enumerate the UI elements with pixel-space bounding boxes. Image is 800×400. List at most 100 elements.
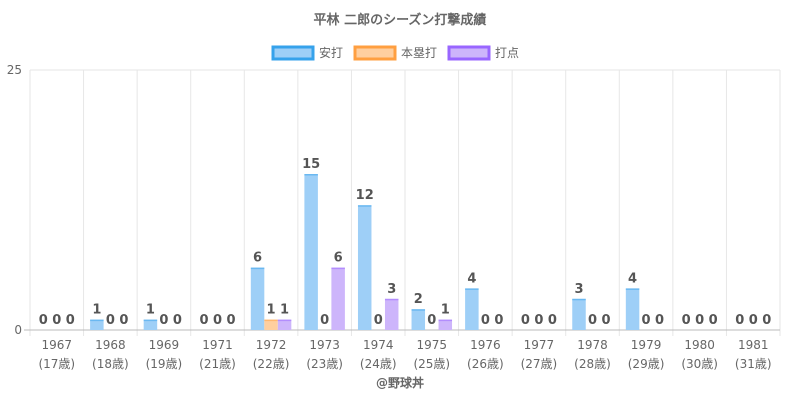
- bar[interactable]: [277, 319, 292, 330]
- bar[interactable]: [90, 319, 104, 330]
- x-tick-label: 1973: [309, 338, 340, 352]
- x-tick-sublabel: (22歳): [253, 357, 290, 371]
- data-label: 0: [749, 313, 758, 328]
- x-tick-sublabel: (23歳): [306, 357, 343, 371]
- data-label: 0: [52, 313, 61, 328]
- data-label: 1: [146, 303, 155, 318]
- bar[interactable]: [331, 267, 345, 330]
- data-label: 3: [387, 282, 396, 297]
- bar-top-edge: [357, 205, 372, 207]
- x-tick-label: 1971: [202, 338, 233, 352]
- data-label: 0: [481, 313, 490, 328]
- legend-label: 安打: [319, 45, 343, 60]
- x-tick-label: 1967: [42, 338, 73, 352]
- data-label: 6: [334, 251, 343, 266]
- data-label: 0: [695, 313, 704, 328]
- data-label: 0: [106, 313, 115, 328]
- bar-top-edge: [304, 174, 318, 176]
- x-tick-label: 1972: [256, 338, 287, 352]
- bar[interactable]: [465, 288, 479, 330]
- bar-top-edge: [438, 319, 453, 322]
- data-label: 0: [601, 313, 610, 328]
- data-label: 0: [226, 313, 235, 328]
- bar-top-edge: [143, 319, 158, 322]
- data-label: 0: [494, 313, 503, 328]
- x-tick-sublabel: (25歳): [413, 357, 450, 371]
- data-label: 0: [427, 313, 436, 328]
- x-tick-sublabel: (30歳): [681, 357, 718, 371]
- data-label: 0: [655, 313, 664, 328]
- x-tick-sublabel: (17歳): [38, 357, 75, 371]
- legend[interactable]: 安打 本塁打 打点: [271, 45, 519, 61]
- x-tick-label: 1981: [738, 338, 769, 352]
- data-label: 0: [735, 313, 744, 328]
- x-tick-sublabel: (24歳): [360, 357, 397, 371]
- y-tick-label: 25: [7, 63, 22, 77]
- x-tick-label: 1979: [631, 338, 662, 352]
- grid: [24, 69, 781, 336]
- bar-top-edge: [331, 267, 345, 270]
- data-label: 1: [267, 303, 276, 318]
- credit-label: @野球丼: [376, 375, 424, 390]
- bar[interactable]: [357, 205, 372, 330]
- bar-top-edge: [384, 298, 399, 301]
- data-label: 0: [199, 313, 208, 328]
- x-tick-sublabel: (31歳): [735, 357, 772, 371]
- x-tick-label: 1977: [524, 338, 555, 352]
- data-label: 0: [39, 313, 48, 328]
- bar[interactable]: [384, 298, 399, 330]
- data-label: 0: [642, 313, 651, 328]
- data-label: 0: [682, 313, 691, 328]
- data-label: 2: [414, 292, 423, 307]
- bar[interactable]: [304, 174, 318, 330]
- bar[interactable]: [411, 309, 426, 330]
- data-label: 0: [66, 313, 75, 328]
- data-label: 1: [441, 303, 450, 318]
- bar-top-edge: [465, 288, 479, 290]
- x-tick-sublabel: (28歳): [574, 357, 611, 371]
- legend-item[interactable]: 安打: [271, 45, 343, 61]
- data-label: 0: [173, 313, 182, 328]
- data-label: 0: [320, 313, 329, 328]
- bar[interactable]: [250, 267, 265, 330]
- data-label: 0: [374, 313, 383, 328]
- data-label: 0: [548, 313, 557, 328]
- bar-top-edge: [572, 298, 586, 301]
- bar-top-edge: [625, 288, 640, 290]
- data-label: 1: [92, 303, 101, 318]
- data-label: 4: [628, 271, 637, 286]
- x-tick-sublabel: (18歳): [92, 357, 129, 371]
- x-tick-label: 1974: [363, 338, 394, 352]
- x-tick-label: 1980: [684, 338, 715, 352]
- x-tick-label: 1976: [470, 338, 501, 352]
- data-label: 0: [588, 313, 597, 328]
- x-tick-sublabel: (21歳): [199, 357, 236, 371]
- x-tick-label: 1968: [95, 338, 126, 352]
- legend-label: 本塁打: [401, 46, 437, 60]
- x-tick-label: 1975: [417, 338, 448, 352]
- data-label: 6: [253, 251, 262, 266]
- data-label: 12: [356, 188, 374, 203]
- bar[interactable]: [625, 288, 640, 330]
- legend-swatch: [353, 45, 397, 61]
- x-tick-sublabel: (19歳): [146, 357, 183, 371]
- data-label: 0: [119, 313, 128, 328]
- y-tick-label: 0: [14, 323, 22, 337]
- bar-top-edge: [277, 319, 292, 322]
- legend-item[interactable]: 打点: [447, 45, 519, 61]
- data-label: 0: [762, 313, 771, 328]
- bar[interactable]: [143, 319, 158, 330]
- legend-swatch: [447, 45, 491, 61]
- bar[interactable]: [572, 298, 586, 330]
- data-label: 0: [213, 313, 222, 328]
- legend-item[interactable]: 本塁打: [353, 45, 437, 61]
- bar[interactable]: [438, 319, 453, 330]
- data-label: 0: [159, 313, 168, 328]
- data-label: 15: [302, 157, 320, 172]
- x-tick-label: 1978: [577, 338, 608, 352]
- chart-title: 平林 二郎のシーズン打撃成績: [314, 12, 487, 28]
- bar[interactable]: [264, 319, 278, 330]
